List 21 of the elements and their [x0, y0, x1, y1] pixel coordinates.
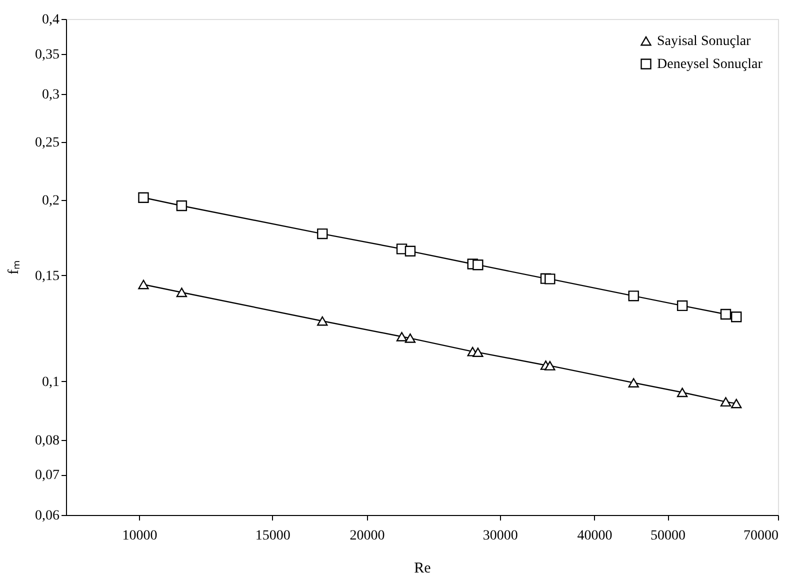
y-tick-label: 0,07 [35, 468, 60, 484]
x-tick-label: 20000 [350, 528, 385, 544]
legend-label: Deneysel Sonuçlar [657, 57, 763, 72]
x-tick-label: 50000 [650, 528, 686, 544]
y-tick-label: 0,1 [42, 374, 60, 390]
legend-label: Sayisal Sonuçlar [657, 34, 752, 49]
y-axis-title: fₘ [6, 260, 22, 274]
y-tick-label: 0,3 [42, 88, 60, 103]
y-tick-label: 0,4 [42, 12, 60, 28]
y-tick-label: 0,06 [35, 508, 60, 524]
x-tick-label: 15000 [255, 528, 290, 544]
x-tick-label: 70000 [744, 528, 778, 544]
y-tick-label: 0,35 [35, 47, 60, 62]
x-axis-title: Re [414, 560, 432, 576]
x-tick-label: 30000 [482, 528, 518, 544]
y-tick-label: 0,08 [35, 433, 60, 448]
y-tick-label: 0,2 [42, 194, 60, 209]
x-tick-label: 10000 [122, 528, 158, 544]
y-tick-label: 0,15 [35, 268, 60, 284]
x-tick-label: 40000 [577, 528, 612, 544]
y-tick-label: 0,25 [35, 135, 60, 150]
